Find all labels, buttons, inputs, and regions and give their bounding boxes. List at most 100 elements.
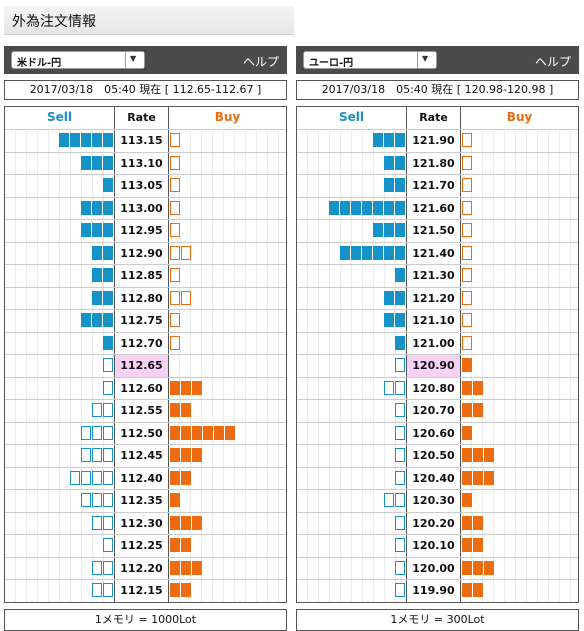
sell-bar bbox=[297, 197, 407, 219]
rate-value: 120.10 bbox=[407, 535, 461, 557]
order-book-row: 112.30 bbox=[5, 512, 286, 535]
currency-pair-value: ユーロ-円 bbox=[309, 58, 354, 69]
buy-bar bbox=[461, 422, 578, 444]
page-title-bar: 外為注文情報 bbox=[4, 6, 294, 35]
buy-block bbox=[203, 425, 213, 440]
buy-bar bbox=[461, 557, 578, 579]
order-book-row: 121.10 bbox=[297, 310, 578, 333]
buy-block bbox=[192, 380, 202, 395]
order-book-row: 120.00 bbox=[297, 557, 578, 580]
order-book-row: 112.35 bbox=[5, 490, 286, 513]
sell-block bbox=[81, 493, 91, 507]
rate-value: 120.00 bbox=[407, 557, 461, 579]
order-book-rows: 113.15 113.10 113.05 113.00 112.95 112.90 112.… bbox=[5, 130, 286, 602]
sell-bar bbox=[5, 332, 115, 354]
currency-pair-select[interactable]: 米ドル-円 ▼ bbox=[11, 51, 145, 69]
dropdown-toggle[interactable]: ▼ bbox=[125, 52, 144, 68]
rate-value: 112.30 bbox=[115, 512, 169, 534]
buy-bar bbox=[461, 512, 578, 534]
sell-bar bbox=[297, 287, 407, 309]
sell-block bbox=[103, 470, 113, 485]
scale-note: 1メモリ = 300Lot bbox=[296, 608, 579, 631]
rate-value: 121.30 bbox=[407, 265, 461, 287]
sell-block bbox=[92, 403, 102, 417]
order-book-row: 121.00 bbox=[297, 332, 578, 355]
rate-value: 112.70 bbox=[115, 332, 169, 354]
order-book-header-row: Sell Rate Buy bbox=[297, 107, 578, 130]
sell-block bbox=[103, 155, 113, 170]
buy-block bbox=[462, 155, 472, 170]
sell-bar bbox=[5, 512, 115, 534]
sell-block bbox=[59, 133, 69, 147]
buy-block bbox=[462, 313, 472, 327]
rate-value: 112.40 bbox=[115, 467, 169, 489]
sell-block bbox=[81, 133, 91, 147]
buy-block bbox=[462, 133, 472, 147]
sell-bar bbox=[5, 535, 115, 557]
buy-bar bbox=[169, 332, 286, 354]
buy-bar bbox=[461, 535, 578, 557]
order-book-row: 112.75 bbox=[5, 310, 286, 333]
buy-block bbox=[181, 448, 191, 462]
sell-block bbox=[92, 560, 102, 575]
dropdown-toggle[interactable]: ▼ bbox=[417, 52, 436, 68]
order-book-row: 112.90 bbox=[5, 242, 286, 265]
buy-block bbox=[170, 268, 180, 282]
rate-value: 120.30 bbox=[407, 490, 461, 512]
sell-block bbox=[103, 560, 113, 575]
order-book-row: 112.40 bbox=[5, 467, 286, 490]
rate-value: 112.55 bbox=[115, 400, 169, 422]
currency-pair-value: 米ドル-円 bbox=[17, 58, 62, 69]
sell-block bbox=[92, 268, 102, 282]
buy-bar bbox=[169, 355, 286, 377]
order-book-row: 112.15 bbox=[5, 580, 286, 602]
order-book-row: 120.90 bbox=[297, 355, 578, 378]
buy-block bbox=[473, 403, 483, 417]
sell-block bbox=[395, 133, 405, 147]
buy-block bbox=[170, 425, 180, 440]
order-book-row: 121.30 bbox=[297, 265, 578, 288]
order-book-row: 121.60 bbox=[297, 197, 578, 220]
help-link[interactable]: ヘルプ bbox=[242, 55, 279, 69]
buy-bar bbox=[461, 332, 578, 354]
sell-block bbox=[103, 290, 113, 305]
sell-block bbox=[362, 200, 372, 215]
order-book-row: 120.30 bbox=[297, 490, 578, 513]
rate-value: 112.25 bbox=[115, 535, 169, 557]
buy-block bbox=[192, 560, 202, 575]
sell-bar bbox=[5, 557, 115, 579]
sell-bar bbox=[5, 490, 115, 512]
buy-block bbox=[170, 245, 180, 260]
buy-bar bbox=[461, 197, 578, 219]
sell-block bbox=[81, 223, 91, 237]
currency-pair-select[interactable]: ユーロ-円 ▼ bbox=[303, 51, 437, 69]
order-book-row: 112.50 bbox=[5, 422, 286, 445]
sell-bar bbox=[297, 130, 407, 152]
rate-value: 120.70 bbox=[407, 400, 461, 422]
buy-bar bbox=[461, 175, 578, 197]
buy-block bbox=[462, 268, 472, 282]
buy-block bbox=[484, 470, 494, 485]
rate-value: 112.15 bbox=[115, 580, 169, 602]
sell-block bbox=[103, 493, 113, 507]
buy-block bbox=[170, 403, 180, 417]
sell-block bbox=[81, 425, 91, 440]
buy-block bbox=[462, 403, 472, 417]
sell-block bbox=[103, 223, 113, 237]
buy-block bbox=[192, 425, 202, 440]
sell-block bbox=[92, 200, 102, 215]
sell-bar bbox=[297, 580, 407, 602]
sell-bar bbox=[297, 175, 407, 197]
sell-bar bbox=[297, 467, 407, 489]
sell-block bbox=[384, 223, 394, 237]
buy-block bbox=[170, 313, 180, 327]
rate-value: 119.90 bbox=[407, 580, 461, 602]
panel-header: ユーロ-円 ▼ ヘルプ bbox=[296, 46, 579, 74]
help-link[interactable]: ヘルプ bbox=[534, 55, 571, 69]
sell-block bbox=[92, 515, 102, 530]
sell-bar bbox=[5, 355, 115, 377]
scale-note: 1メモリ = 1000Lot bbox=[4, 608, 287, 631]
buy-block bbox=[170, 155, 180, 170]
rate-value: 121.00 bbox=[407, 332, 461, 354]
rate-value: 112.65 bbox=[115, 355, 169, 377]
